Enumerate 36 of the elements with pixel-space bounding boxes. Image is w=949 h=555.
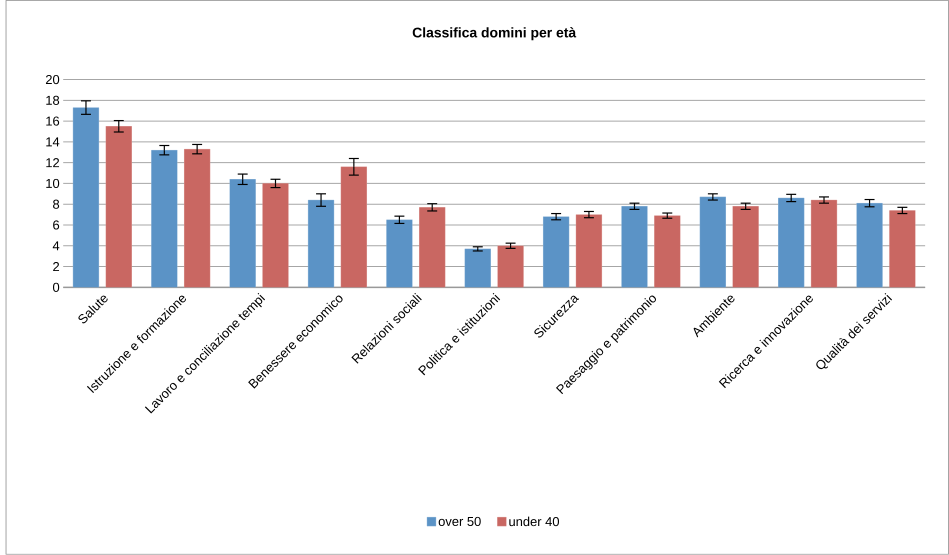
y-tick-label: 6 [53, 220, 60, 230]
y-tick-label: 12 [46, 158, 60, 168]
y-tick-label: 0 [52, 282, 60, 292]
bar [230, 179, 256, 288]
bar [543, 216, 570, 288]
bar [778, 198, 804, 288]
bar [700, 196, 726, 288]
bar [654, 216, 680, 288]
bar [106, 126, 132, 288]
bar [419, 207, 446, 288]
legend-label: under 40 [509, 516, 560, 526]
y-tick-label: 20 [46, 75, 60, 84]
bar [386, 220, 413, 288]
y-tick-label: 18 [46, 96, 60, 106]
bar [262, 183, 289, 288]
bar [621, 206, 648, 288]
legend-label: over 50 [438, 516, 481, 526]
bar [497, 246, 524, 288]
bar [576, 214, 602, 288]
y-tick-label: 4 [52, 241, 60, 250]
y-tick-label: 2 [53, 262, 60, 272]
bar [340, 166, 367, 288]
y-tick-label: 14 [46, 138, 60, 146]
bar [184, 149, 210, 288]
bar [856, 203, 883, 288]
chart-title: Classifica domini per età [412, 27, 576, 40]
y-tick-label: 10 [46, 178, 60, 188]
bar [72, 108, 100, 288]
bar [464, 248, 491, 288]
bar [151, 150, 178, 288]
bar [810, 200, 838, 288]
y-tick-label: 16 [46, 116, 60, 126]
y-tick-label: 8 [53, 200, 60, 209]
bar [308, 200, 334, 288]
bar [889, 210, 916, 288]
bar [732, 206, 759, 288]
